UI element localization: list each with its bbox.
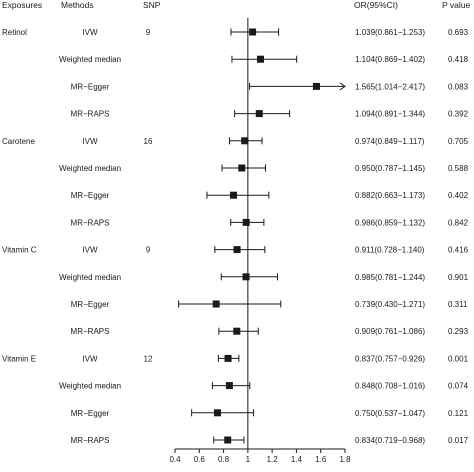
- p-value: 0.392: [448, 110, 469, 119]
- or-ci-value: 0.986(0.859−1.132): [355, 218, 425, 227]
- method-label: Weighted median: [59, 273, 121, 282]
- method-label: MR−RAPS: [71, 110, 110, 119]
- p-value: 0.418: [448, 55, 469, 64]
- or-point-marker: [256, 55, 264, 63]
- p-value: 0.402: [448, 191, 469, 200]
- or-ci-value: 0.834(0.719−0.968): [355, 436, 425, 445]
- or-point-marker: [230, 191, 238, 199]
- exposure-label: Vitamin E: [2, 354, 36, 363]
- exposure-label: Retinol: [2, 28, 27, 37]
- x-tick-label: 1.4: [291, 455, 303, 464]
- p-value: 0.311: [448, 300, 468, 309]
- method-label: MR−RAPS: [71, 327, 110, 336]
- or-point-marker: [233, 327, 241, 335]
- or-ci-value: 0.837(0.757−0.926): [355, 354, 425, 363]
- or-point-marker: [224, 436, 232, 444]
- method-label: Weighted median: [59, 382, 121, 391]
- method-label: MR−RAPS: [71, 436, 110, 445]
- x-tick-label: 1.2: [267, 455, 279, 464]
- or-point-marker: [241, 137, 249, 145]
- snp-count: 9: [146, 246, 151, 255]
- or-ci-value: 0.882(0.663−1.173): [355, 191, 425, 200]
- method-label: MR−Egger: [71, 82, 110, 91]
- or-point-marker: [214, 409, 221, 417]
- x-tick-label: 0.8: [218, 455, 230, 464]
- or-point-marker: [312, 82, 320, 90]
- snp-count: 9: [146, 28, 151, 37]
- or-ci-value: 1.039(0.861−1.253): [355, 28, 425, 37]
- snp-count: 12: [144, 354, 153, 363]
- or-ci-value: 0.974(0.849−1.117): [355, 137, 425, 146]
- p-value: 0.293: [448, 327, 469, 336]
- header-methods: Methods: [61, 0, 94, 10]
- or-ci-value: 0.848(0.708−1.016): [355, 382, 425, 391]
- or-ci-value: 0.909(0.761−1.086): [355, 327, 425, 336]
- p-value: 0.001: [448, 354, 469, 363]
- x-tick-label: 1.6: [315, 455, 327, 464]
- or-ci-value: 1.104(0.869−1.402): [355, 55, 425, 64]
- or-point-marker: [225, 382, 233, 390]
- method-label: Weighted median: [59, 55, 121, 64]
- method-label: IVW: [82, 354, 98, 363]
- method-label: MR−Egger: [71, 409, 110, 418]
- method-label: IVW: [82, 137, 98, 146]
- header-snp: SNP: [143, 0, 161, 10]
- snp-count: 16: [144, 137, 153, 146]
- plot-marks: [178, 18, 346, 449]
- column-headers: Exposures Methods SNP OR(95%CI) P value: [2, 0, 470, 10]
- or-ci-value: 0.985(0.781−1.244): [355, 273, 425, 282]
- method-label: MR−Egger: [71, 300, 110, 309]
- or-ci-value: 0.739(0.430−1.271): [355, 300, 425, 309]
- method-label: MR−Egger: [71, 191, 110, 200]
- or-ci-value: 0.911(0.728−1.140): [355, 246, 425, 255]
- table-rows: Retinol 9 IVW 1.039(0.861−1.253) 0.693 Weight…: [2, 28, 469, 445]
- header-or-ci: OR(95%CI): [354, 0, 398, 10]
- or-point-marker: [212, 300, 220, 308]
- or-point-marker: [238, 164, 246, 172]
- or-ci-value: 1.565(1.014−2.417): [355, 82, 425, 91]
- p-value: 0.705: [448, 137, 469, 146]
- p-value: 0.416: [448, 246, 469, 255]
- header-p-value: P value: [442, 0, 470, 10]
- method-label: MR−RAPS: [71, 218, 110, 227]
- p-value: 0.842: [448, 218, 469, 227]
- x-axis: 0.4 0.6 0.8 1 1.2 1.4 1.6 1.8: [169, 448, 351, 464]
- or-point-marker: [224, 354, 232, 362]
- p-value: 0.017: [448, 436, 469, 445]
- ci-arrow: [339, 82, 346, 91]
- p-value: 0.901: [448, 273, 469, 282]
- method-label: Weighted median: [59, 164, 121, 173]
- header-exposures: Exposures: [2, 0, 42, 10]
- p-value: 0.588: [448, 164, 469, 173]
- x-tick-label: 1: [246, 455, 251, 464]
- or-point-marker: [242, 273, 250, 281]
- or-point-marker: [242, 218, 250, 226]
- or-ci-value: 1.094(0.891−1.344): [355, 110, 425, 119]
- method-label: IVW: [82, 246, 98, 255]
- method-label: IVW: [82, 28, 98, 37]
- x-tick-label: 0.6: [194, 455, 206, 464]
- exposure-label: Vitamin C: [2, 246, 37, 255]
- x-tick-label: 1.8: [339, 455, 351, 464]
- or-point-marker: [249, 28, 257, 36]
- or-ci-value: 0.750(0.537−1.047): [355, 409, 425, 418]
- p-value: 0.121: [448, 409, 469, 418]
- p-value: 0.074: [448, 382, 469, 391]
- x-tick-label: 0.4: [169, 455, 181, 464]
- or-point-marker: [233, 246, 241, 254]
- or-ci-value: 0.950(0.787−1.145): [355, 164, 425, 173]
- p-value: 0.693: [448, 28, 469, 37]
- p-value: 0.083: [448, 82, 469, 91]
- exposure-label: Carotene: [2, 137, 35, 146]
- or-point-marker: [255, 110, 263, 118]
